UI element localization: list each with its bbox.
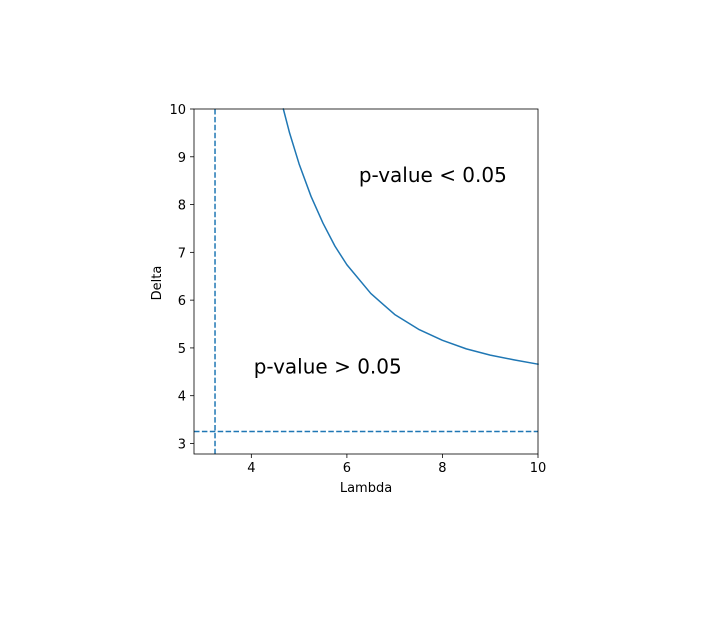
x-axis-label: Lambda	[340, 481, 392, 496]
series-line	[282, 108, 539, 366]
x-tick-label: 6	[343, 461, 351, 476]
y-tick-label: 5	[178, 342, 186, 357]
series-layer	[282, 108, 539, 366]
plot-background	[194, 109, 538, 454]
annotation-label: p-value < 0.05	[359, 163, 507, 187]
y-tick-label: 9	[178, 151, 186, 166]
annotations: p-value < 0.05 p-value > 0.05	[254, 163, 507, 379]
annotation-label: p-value > 0.05	[254, 355, 402, 379]
x-tick-label: 4	[247, 461, 255, 476]
plot-frame	[193, 108, 539, 455]
y-tick-label: 8	[178, 199, 186, 214]
y-tick-label: 6	[178, 294, 186, 309]
reference-lines	[194, 109, 538, 454]
x-tick-label: 8	[438, 461, 446, 476]
y-tick-label: 7	[178, 246, 186, 261]
y-tick-label: 10	[169, 103, 186, 118]
y-tick-label: 3	[178, 437, 186, 452]
x-tick-label: 10	[530, 461, 547, 476]
y-axis-ticks: 3 4 5 6 7 8 9 10	[169, 103, 194, 452]
y-tick-label: 4	[178, 390, 186, 405]
y-axis-label: Delta	[150, 266, 165, 301]
x-axis-ticks: 4 6 8 10	[247, 454, 546, 476]
